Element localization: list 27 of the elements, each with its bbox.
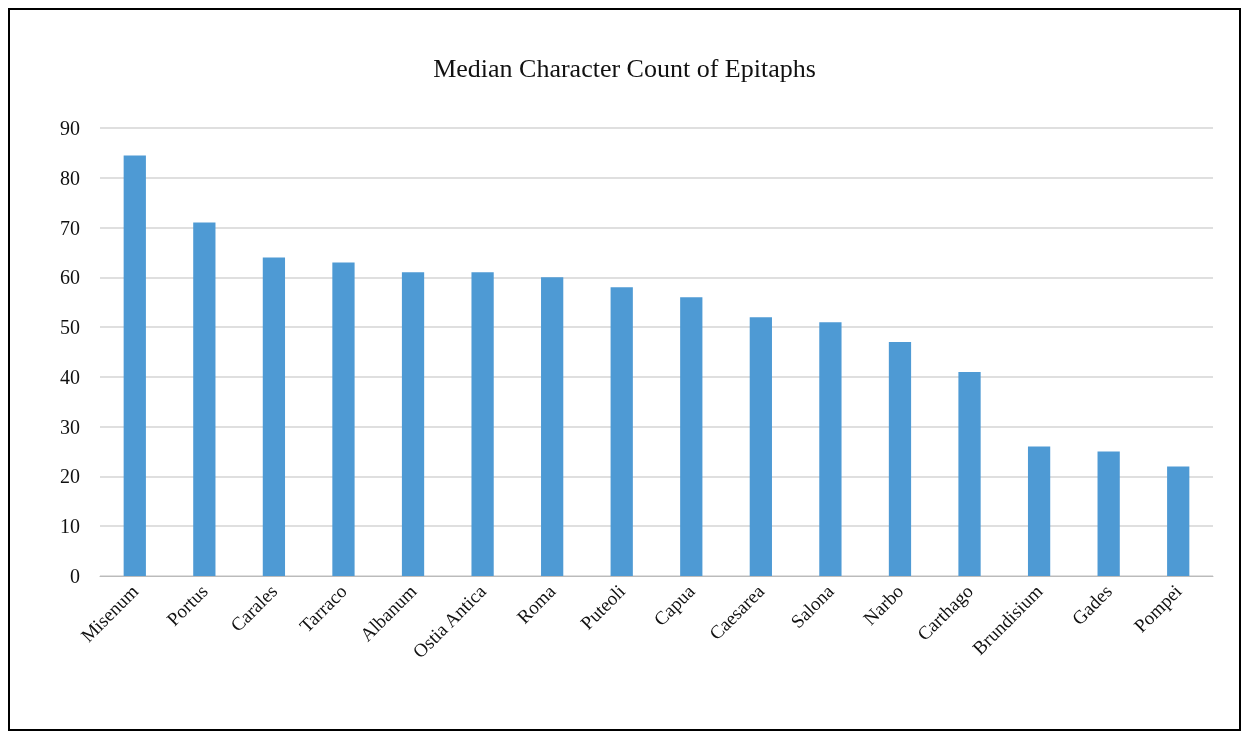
bar xyxy=(193,222,216,576)
bar xyxy=(332,262,355,576)
y-tick-label: 70 xyxy=(60,216,80,239)
y-tick-label: 90 xyxy=(60,117,80,139)
y-tick-label: 0 xyxy=(70,565,80,587)
chart-title: Median Character Count of Epitaphs xyxy=(433,53,816,83)
y-tick-label: 10 xyxy=(60,515,80,538)
bar xyxy=(471,272,494,576)
y-tick-label: 20 xyxy=(60,465,80,488)
bar xyxy=(958,371,981,576)
bar xyxy=(401,272,425,576)
bar xyxy=(541,277,564,576)
y-tick-label: 60 xyxy=(60,266,80,289)
bar xyxy=(1167,466,1190,576)
bar xyxy=(680,297,703,576)
bar xyxy=(123,155,146,576)
y-tick-label: 80 xyxy=(60,166,80,189)
bar xyxy=(1027,446,1051,576)
y-tick-label: 30 xyxy=(60,415,80,438)
bar xyxy=(1097,451,1120,576)
y-tick-label: 50 xyxy=(60,316,80,339)
y-tick-label: 40 xyxy=(60,365,80,388)
bar xyxy=(262,257,286,576)
bar xyxy=(888,342,912,576)
bar xyxy=(749,317,772,576)
bar xyxy=(819,322,842,576)
bar xyxy=(610,287,633,576)
